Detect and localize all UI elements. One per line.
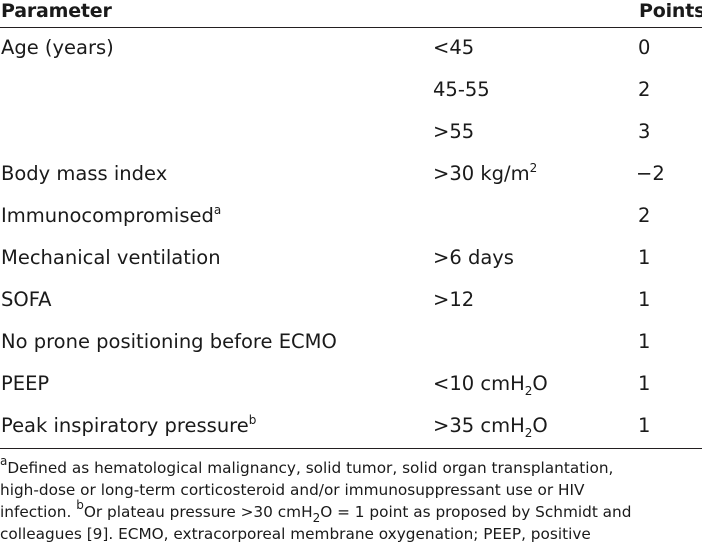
- table-row: >55 3: [0, 120, 702, 162]
- footnote-text: Or plateau pressure >30 cmH: [83, 503, 313, 521]
- row-value: <10 cmH2O: [433, 372, 548, 398]
- row-points: 2: [638, 204, 651, 227]
- row-parameter: Age (years): [1, 36, 114, 59]
- value-subscript: 2: [524, 426, 533, 440]
- footnote-subscript: 2: [312, 511, 321, 525]
- row-value: >35 cmH2O: [433, 414, 548, 440]
- row-value: >55: [433, 120, 475, 143]
- value-tail: O: [532, 414, 548, 437]
- row-parameter: No prone positioning before ECMO: [1, 330, 337, 353]
- value-superscript: 2: [529, 161, 538, 175]
- header-points: Points: [639, 0, 702, 22]
- table-header: Parameter Points: [0, 0, 702, 28]
- row-value: <45: [433, 36, 475, 59]
- row-points: 3: [638, 120, 651, 143]
- value-text: <10 cmH: [433, 372, 525, 395]
- table-row: Mechanical ventilation >6 days 1: [0, 246, 702, 288]
- table-row: Peak inspiratory pressureb >35 cmH2O 1: [0, 413, 702, 456]
- table-row: Age (years) <45 0: [0, 36, 702, 78]
- row-parameter: Body mass index: [1, 162, 168, 185]
- row-parameter: SOFA: [1, 288, 52, 311]
- row-value: 45-55: [433, 78, 490, 101]
- parameter-text: Peak inspiratory pressure: [1, 414, 249, 437]
- row-value: >30 kg/m2: [433, 161, 538, 185]
- value-text: >35 cmH: [433, 414, 525, 437]
- footnote-line: aDefined as hematological malignancy, so…: [0, 454, 614, 480]
- table-row: Body mass index >30 kg/m2 −2: [0, 161, 702, 204]
- footnote-text: infection.: [0, 503, 77, 521]
- row-value: >6 days: [433, 246, 514, 269]
- table-row: No prone positioning before ECMO 1: [0, 330, 702, 372]
- footnote-marker: b: [76, 498, 84, 512]
- row-points: 2: [638, 78, 651, 101]
- value-subscript: 2: [524, 384, 533, 398]
- value-text: >30 kg/m: [433, 162, 530, 185]
- footnote-line: infection. bOr plateau pressure >30 cmH2…: [0, 498, 632, 525]
- row-value: >12: [433, 288, 475, 311]
- table-row: PEEP <10 cmH2O 1: [0, 372, 702, 414]
- row-points: 1: [638, 414, 651, 437]
- footnote-line: high-dose or long-term corticosteroid an…: [0, 481, 585, 499]
- table-row: SOFA >12 1: [0, 288, 702, 330]
- row-points: 1: [638, 288, 651, 311]
- header-parameter: Parameter: [1, 0, 112, 22]
- footnote-text: O = 1 point as proposed by Schmidt and: [320, 503, 632, 521]
- footnote-marker: a: [0, 454, 8, 468]
- row-parameter: Mechanical ventilation: [1, 246, 221, 269]
- row-parameter: Peak inspiratory pressureb: [1, 413, 257, 437]
- footnote-line: colleagues [9]. ECMO, extracorporeal mem…: [0, 525, 591, 543]
- row-points: 1: [638, 372, 651, 395]
- row-parameter: PEEP: [1, 372, 50, 395]
- table-row: 45-55 2: [0, 78, 702, 120]
- footnote-marker: b: [248, 413, 257, 427]
- row-points: 0: [638, 36, 651, 59]
- row-points: −2: [636, 162, 665, 185]
- row-parameter: Immunocompromiseda: [1, 203, 222, 227]
- row-points: 1: [638, 246, 651, 269]
- parameter-text: Immunocompromised: [1, 204, 214, 227]
- footnote-text: Defined as hematological malignancy, sol…: [7, 459, 614, 477]
- table-row: Immunocompromiseda 2: [0, 203, 702, 246]
- row-points: 1: [638, 330, 651, 353]
- footnote-marker: a: [213, 203, 222, 217]
- value-tail: O: [532, 372, 548, 395]
- table-bottom-rule: [0, 448, 702, 449]
